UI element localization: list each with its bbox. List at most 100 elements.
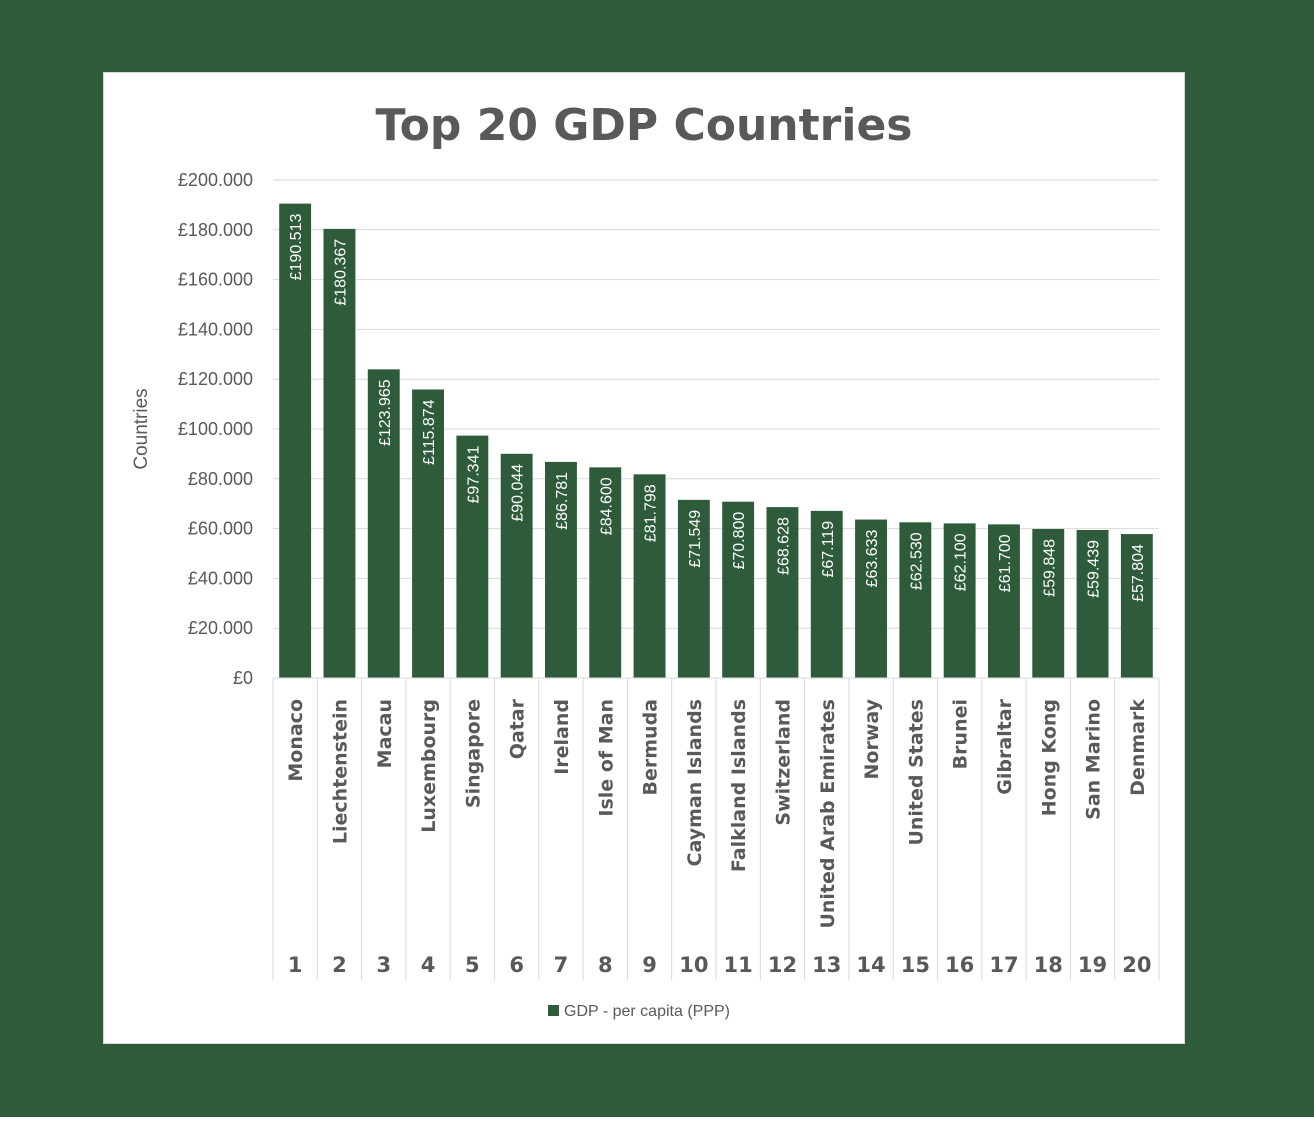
category-label: Switzerland: [772, 699, 794, 826]
y-tick-label: £160.000: [178, 270, 253, 290]
rank-label: 17: [989, 953, 1018, 977]
y-tick-label: £180.000: [178, 220, 253, 240]
bar: [988, 524, 1020, 678]
bar: [279, 203, 312, 679]
rank-label: 12: [768, 953, 797, 977]
y-tick-label: £40.000: [188, 568, 253, 588]
bar: [943, 523, 976, 678]
bar: [412, 389, 444, 678]
category-label: United States: [905, 699, 927, 846]
data-label: £115.874: [421, 399, 438, 465]
category-label: Liechtenstein: [329, 699, 351, 844]
chart-card: Top 20 GDP Countries Countries £0 £20.000…: [103, 72, 1185, 1044]
category-label: Macau: [374, 699, 396, 768]
data-label: £123.965: [377, 379, 394, 446]
bar: [722, 501, 755, 678]
category-label: Ireland: [551, 699, 573, 775]
rank-label: 6: [509, 953, 524, 977]
category-label: Hong Kong: [1038, 699, 1060, 816]
rank-label: 7: [554, 953, 569, 977]
data-label: £61.700: [997, 534, 1014, 592]
legend: GDP - per capita (PPP): [548, 1003, 730, 1020]
rank-label: 13: [812, 953, 841, 977]
data-label: £70.800: [731, 512, 748, 570]
rank-label: 9: [642, 953, 657, 977]
data-label: £59.848: [1041, 539, 1058, 597]
data-label: £63.633: [864, 529, 881, 587]
category-label: Qatar: [507, 698, 529, 759]
data-label: £84.600: [598, 477, 615, 535]
y-tick-label: £100.000: [178, 419, 253, 439]
category-label: Monaco: [285, 699, 307, 782]
rank-label: 8: [598, 953, 613, 977]
category-label: Brunei: [950, 699, 972, 769]
bar-chart: Top 20 GDP Countries Countries £0 £20.000…: [131, 100, 1160, 1020]
rank-label: 1: [288, 953, 303, 977]
data-label: £90.044: [510, 464, 527, 522]
bars: £190.513 £180.367 £123.965 £115.874 £97.341 £…: [279, 203, 1153, 679]
chart-title: Top 20 GDP Countries: [376, 100, 913, 151]
rank-label: 10: [679, 953, 708, 977]
y-tick-label: £60.000: [188, 519, 253, 539]
y-axis-label: Countries: [131, 388, 152, 469]
data-label: £71.549: [687, 510, 704, 568]
rank-label: 2: [332, 953, 347, 977]
legend-label: GDP - per capita (PPP): [564, 1003, 730, 1020]
rank-label: 4: [421, 953, 436, 977]
category-label: Falkland Islands: [728, 699, 750, 872]
rank-label: 15: [901, 953, 930, 977]
y-axis-ticks: £0 £20.000 £40.000 £60.000 £80.000 £100.000 £1…: [178, 170, 253, 688]
category-label: Singapore: [462, 699, 484, 808]
y-tick-label: £80.000: [188, 469, 253, 489]
bar: [323, 228, 356, 678]
y-tick-label: £0: [233, 668, 253, 688]
rank-label: 14: [856, 953, 885, 977]
bar: [589, 467, 622, 678]
data-label: £62.100: [953, 533, 970, 591]
category-label: United Arab Emirates: [817, 699, 839, 929]
data-label: £81.798: [643, 484, 660, 542]
x-axis: Monaco 1 Liechtenstein 2 Macau 3 Luxembourg 4 Si…: [272, 677, 1160, 980]
rank-label: 5: [465, 953, 480, 977]
gridlines: [273, 179, 1159, 629]
bar: [1032, 528, 1065, 678]
bar: [633, 474, 666, 678]
bar: [899, 522, 932, 678]
category-label: San Marino: [1083, 699, 1105, 820]
bar: [367, 369, 400, 678]
data-label: £180.367: [332, 239, 349, 306]
bar: [677, 499, 710, 678]
y-tick-label: £140.000: [178, 319, 253, 339]
bar: [810, 510, 843, 678]
rank-label: 19: [1078, 953, 1107, 977]
category-label: Luxembourg: [418, 699, 440, 833]
data-label: £190.513: [288, 214, 305, 281]
data-label: £67.119: [820, 521, 837, 578]
category-label: Isle of Man: [595, 699, 617, 817]
bar: [1120, 534, 1153, 678]
bar: [855, 519, 887, 678]
category-label: Cayman Islands: [684, 699, 706, 866]
data-label: £68.628: [775, 517, 792, 575]
bar: [766, 507, 799, 678]
rank-label: 18: [1034, 953, 1063, 977]
y-tick-label: £200.000: [178, 170, 253, 190]
y-tick-label: £120.000: [178, 369, 253, 389]
data-label: £59.439: [1086, 540, 1103, 598]
bottom-strip: [0, 1117, 1314, 1122]
rank-label: 16: [945, 953, 974, 977]
category-label: Bermuda: [640, 699, 662, 795]
category-label: Gibraltar: [994, 698, 1016, 794]
data-label: £86.781: [554, 472, 571, 530]
bar: [1076, 529, 1109, 678]
data-label: £62.530: [908, 532, 925, 590]
y-tick-label: £20.000: [188, 618, 253, 638]
category-label: Denmark: [1127, 699, 1149, 796]
rank-label: 11: [724, 953, 753, 977]
legend-swatch: [548, 1005, 559, 1016]
bar: [545, 461, 577, 678]
bar: [456, 435, 489, 678]
bar: [500, 453, 533, 678]
data-label: £97.341: [465, 446, 482, 504]
rank-label: 3: [376, 953, 391, 977]
